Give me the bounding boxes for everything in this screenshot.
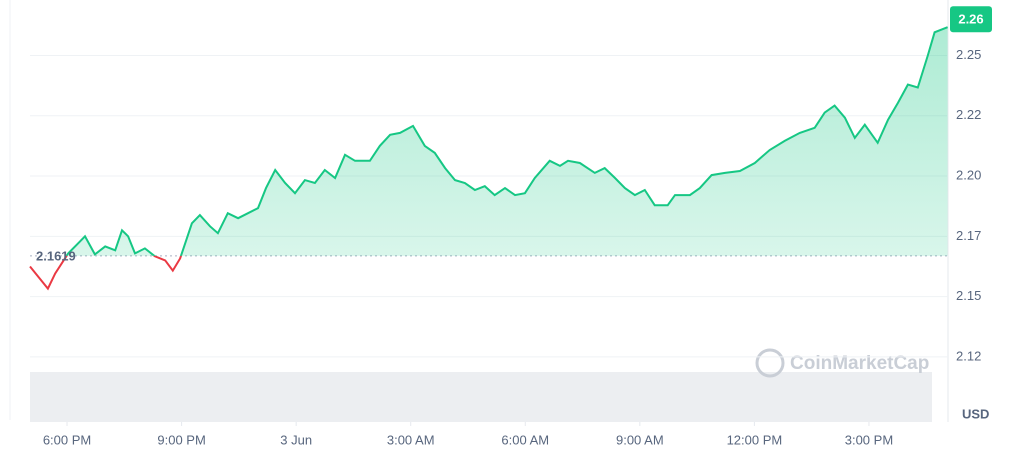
y-tick-label: 2.20 — [956, 167, 981, 182]
watermark-logo — [755, 348, 785, 378]
reference-label: 2.1619 — [36, 248, 76, 263]
y-tick-label: 2.25 — [956, 47, 981, 62]
x-tick-label: 6:00 AM — [501, 432, 549, 447]
x-tick-label: 3 Jun — [280, 432, 312, 447]
x-tick-label: 3:00 AM — [387, 432, 435, 447]
x-tick-label: 9:00 PM — [157, 432, 205, 447]
currency-label: USD — [962, 406, 989, 421]
price-line — [65, 26, 948, 256]
volume-band — [30, 372, 932, 422]
y-tick-label: 2.15 — [956, 288, 981, 303]
price-line-below — [29, 255, 183, 291]
x-tick-label: 3:00 PM — [845, 432, 893, 447]
x-tick-label: 6:00 PM — [43, 432, 91, 447]
price-area — [66, 27, 948, 256]
x-tick-label: 12:00 PM — [727, 432, 783, 447]
x-tick-label: 9:00 AM — [616, 432, 664, 447]
y-tick-label: 2.17 — [956, 228, 981, 243]
watermark: CoinMarketCap — [790, 353, 929, 374]
price-badge — [950, 6, 992, 33]
y-tick-label: 2.22 — [956, 107, 981, 122]
y-tick-label: 2.12 — [956, 348, 981, 363]
price-badge-label: 2.26 — [958, 12, 983, 27]
